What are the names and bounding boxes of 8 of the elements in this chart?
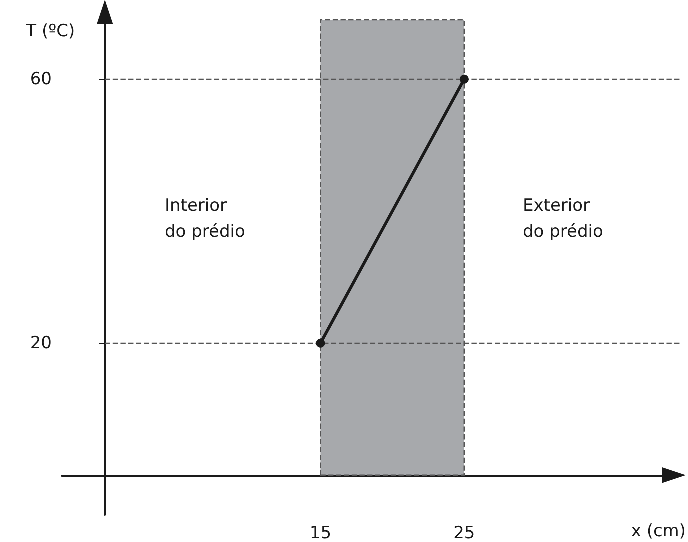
annotation: Exterior do prédio [523,196,604,242]
x-axis-title: x (cm) [631,522,686,542]
y-tick-label: 20 [30,333,52,354]
y-axis-title: T (ºC) [25,22,76,42]
y-tick-label: 60 [30,69,52,90]
x-tick-label: 15 [310,524,332,542]
annotation: Interior do prédio [165,196,246,242]
x-tick-label: 25 [454,524,476,542]
